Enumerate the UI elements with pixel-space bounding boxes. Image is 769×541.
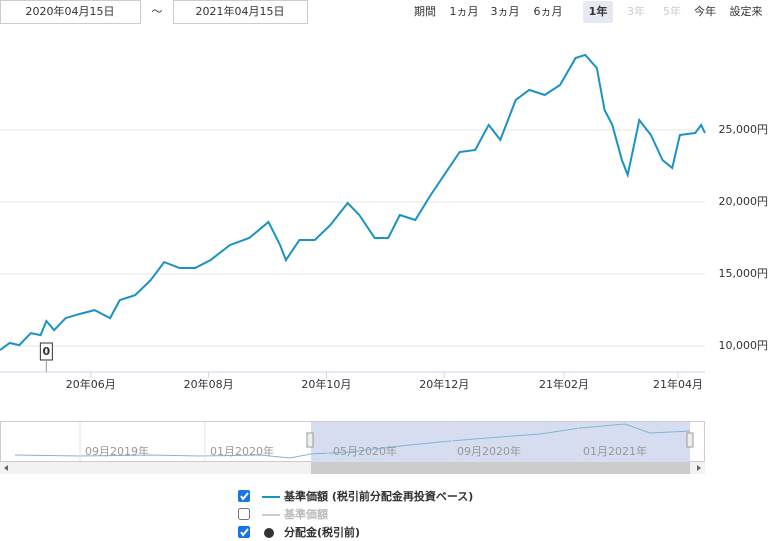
check [240, 492, 249, 501]
start-date[interactable]: 2020年04月15日 [26, 4, 115, 18]
x-tick-label: 20年10月 [301, 377, 351, 391]
start-date-input[interactable] [0, 0, 141, 24]
range-button[interactable]: 5年 [663, 4, 681, 18]
x-tick-label: 21年02月 [539, 377, 589, 391]
y-tick-label: 15,000円 [719, 267, 769, 280]
x-tick-label: 20年08月 [184, 377, 234, 391]
range-button[interactable]: 1ヵ月 [450, 5, 479, 18]
checkbox-checked[interactable] [238, 526, 250, 538]
period-label: 期間 [414, 5, 436, 18]
scrollbar-thumb[interactable] [311, 462, 690, 474]
navigator-label: 01月2020年 [210, 444, 274, 458]
date-separator: 〜 [152, 5, 163, 18]
x-tick-label: 21年04月 [653, 377, 703, 391]
checkbox-checked[interactable] [238, 490, 250, 502]
navigator-label: 05月2020年 [333, 444, 397, 458]
legend-label[interactable]: 基準価額 [283, 507, 328, 521]
annotation-label: 0 [43, 345, 51, 358]
check [240, 528, 249, 537]
range-button[interactable]: 設定来 [730, 4, 763, 18]
end-date-input[interactable] [173, 0, 308, 24]
series-line [0, 53, 706, 351]
checkbox[interactable] [238, 508, 250, 520]
legend-label[interactable]: 分配金(税引前) [284, 525, 360, 539]
range-button-active[interactable] [583, 1, 613, 23]
navigator-handle[interactable] [686, 432, 694, 448]
annotation-box [39, 342, 53, 361]
y-tick-label: 10,000円 [719, 339, 769, 352]
range-button[interactable]: 3年 [627, 4, 645, 18]
legend-label[interactable]: 基準価額 (税引前分配金再投資ベース) [283, 489, 473, 503]
x-tick-label: 20年12月 [419, 377, 469, 391]
end-date[interactable]: 2021年04月15日 [196, 4, 285, 18]
y-tick-label: 25,000円 [719, 123, 769, 136]
navigator-label: 09月2019年 [85, 444, 149, 458]
navigator-label: 09月2020年 [457, 444, 521, 458]
range-button[interactable]: 6ヵ月 [534, 5, 563, 18]
navigator-line [14, 423, 691, 459]
y-tick-label: 20,000円 [719, 195, 769, 208]
range-button[interactable]: 今年 [694, 4, 716, 18]
range-button[interactable]: 1年 [589, 4, 608, 18]
navigator-selection[interactable] [311, 422, 690, 462]
legend-dot [264, 528, 274, 538]
range-button[interactable]: 3ヵ月 [491, 5, 520, 18]
x-tick-label: 20年06月 [66, 377, 116, 391]
navigator-label: 01月2021年 [583, 444, 647, 458]
navigator-handle[interactable] [306, 432, 314, 448]
